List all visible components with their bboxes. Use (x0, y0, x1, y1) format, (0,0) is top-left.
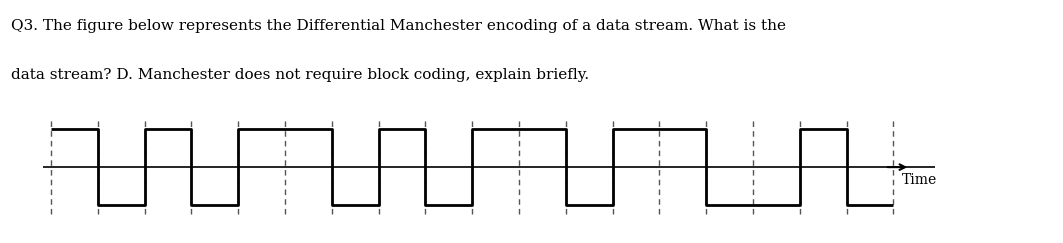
Text: Q3. The figure below represents the Differential Manchester encoding of a data s: Q3. The figure below represents the Diff… (11, 19, 786, 34)
Text: Time: Time (901, 173, 937, 187)
Text: data stream? D. Manchester does not require block coding, explain briefly.: data stream? D. Manchester does not requ… (11, 68, 589, 82)
